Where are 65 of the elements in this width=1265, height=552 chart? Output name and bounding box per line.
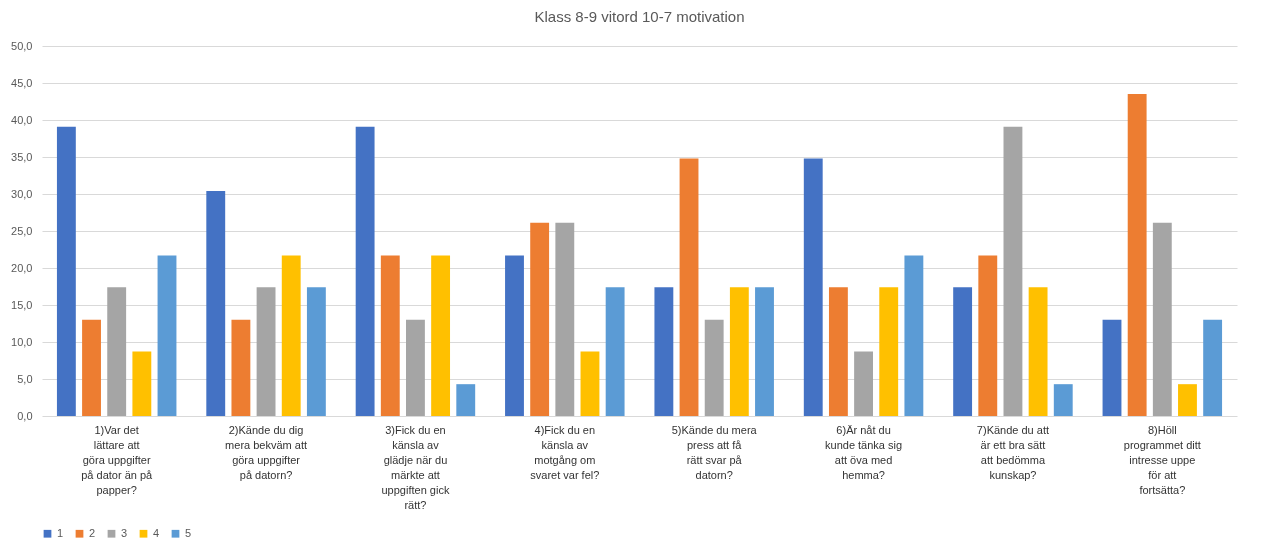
x-tick-label: 5)Kände du mera press att få rätt svar på datorn? xyxy=(671,423,758,481)
bar xyxy=(854,351,873,416)
y-tick-label: 10,0 xyxy=(11,335,33,348)
bar xyxy=(82,319,101,416)
bar xyxy=(456,384,476,416)
bar xyxy=(879,287,899,416)
bar xyxy=(107,287,127,416)
bar xyxy=(406,319,425,416)
x-tick-label: 4)Fick du en känsla av motgång om svaret var fel? xyxy=(530,423,600,481)
bar xyxy=(828,287,848,416)
bar xyxy=(1003,126,1023,416)
bar xyxy=(580,351,600,416)
y-tick-label: 40,0 xyxy=(11,113,33,126)
legend-label: 3 xyxy=(121,526,128,539)
bar xyxy=(380,255,400,416)
bar xyxy=(729,287,749,416)
bar xyxy=(1102,319,1122,416)
bar xyxy=(978,255,998,416)
bar xyxy=(355,126,375,416)
bar xyxy=(1127,94,1147,416)
bar xyxy=(704,319,724,416)
bar xyxy=(256,287,276,416)
x-tick-label: 3)Fick du en känsla av glädje när du märkte att uppgiften gick rätt? xyxy=(381,423,450,511)
legend-label: 2 xyxy=(89,526,96,539)
bar xyxy=(1028,287,1048,416)
bar xyxy=(132,351,152,416)
y-tick-label: 0,0 xyxy=(17,409,33,422)
bar xyxy=(530,222,550,416)
bar xyxy=(953,287,973,416)
x-tick-label: 8)Höll programmet ditt intresse uppe för att fortsätta? xyxy=(1123,423,1201,496)
bar xyxy=(431,255,451,416)
y-tick-label: 20,0 xyxy=(11,261,33,274)
x-tick-label: 1)Var det lättare att göra uppgifter på dator än på papper? xyxy=(81,423,154,496)
bar xyxy=(306,287,326,416)
bar xyxy=(605,287,625,416)
bar xyxy=(555,222,575,416)
y-tick-label: 15,0 xyxy=(11,298,33,311)
bar xyxy=(1203,319,1223,416)
bar xyxy=(803,158,823,416)
legend-label: 5 xyxy=(185,526,192,539)
bar xyxy=(904,255,924,416)
bar xyxy=(231,319,251,416)
y-tick-label: 35,0 xyxy=(11,150,33,163)
y-tick-label: 50,0 xyxy=(11,39,33,52)
bar xyxy=(206,191,226,416)
legend-label: 1 xyxy=(57,526,64,539)
bar xyxy=(679,158,699,416)
bar xyxy=(1178,384,1197,416)
chart-title: Klass 8-9 vitord 10-7 motivation xyxy=(534,8,745,25)
x-tick-label: 7)Kände du att är ett bra sätt att bedömma kunskap? xyxy=(976,423,1050,481)
bar xyxy=(505,255,524,416)
legend-label: 4 xyxy=(153,526,160,539)
bar xyxy=(755,287,774,416)
y-tick-label: 45,0 xyxy=(11,76,33,89)
bar xyxy=(654,287,674,416)
bar xyxy=(157,255,177,416)
bar xyxy=(1152,222,1172,416)
x-tick-label: 6)Är nåt du kunde tänka sig att öva med hemma? xyxy=(825,423,903,481)
bar xyxy=(56,126,76,416)
x-tick-label: 2)Kände du dig mera bekväm att göra uppgifter på datorn? xyxy=(225,423,308,481)
bar xyxy=(281,255,301,416)
y-tick-label: 5,0 xyxy=(17,372,33,385)
y-tick-label: 25,0 xyxy=(11,224,33,237)
y-tick-label: 30,0 xyxy=(11,187,33,200)
bar xyxy=(1053,384,1073,416)
